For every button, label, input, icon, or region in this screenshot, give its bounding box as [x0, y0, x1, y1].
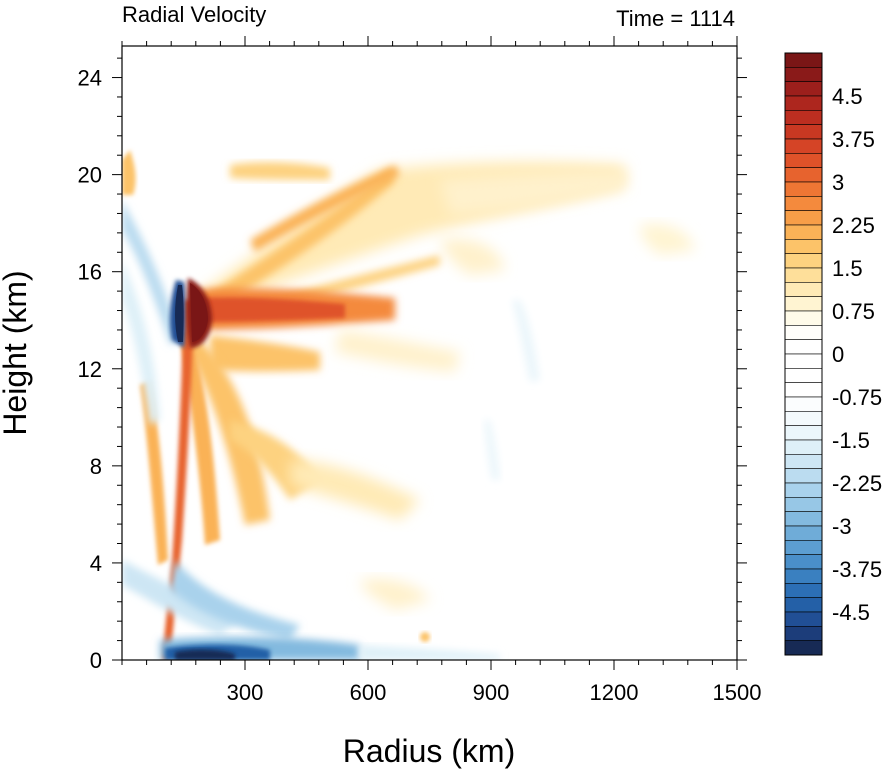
colorbar-box [784, 282, 823, 297]
colorbar-box [784, 81, 823, 97]
colorbar-box [784, 525, 823, 541]
x-tick-label: 1200 [590, 680, 639, 705]
colorbar-box [784, 296, 823, 312]
colorbar-box [784, 511, 823, 527]
colorbar-box [784, 196, 823, 211]
colorbar-box [784, 110, 823, 125]
y-tick-label: 4 [90, 551, 102, 576]
colorbar-tick-label: -3.75 [832, 557, 882, 582]
colorbar-box [784, 439, 823, 455]
colorbar-box [784, 425, 823, 441]
colorbar-box [784, 224, 823, 240]
colorbar-box [784, 554, 823, 570]
colorbar-box [784, 95, 823, 111]
x-tick-label: 600 [350, 680, 387, 705]
colorbar-frame [784, 52, 823, 656]
colorbar-tick-label: 3.75 [832, 127, 875, 152]
colorbar-box [784, 626, 823, 641]
colorbar-tick-label: 3 [832, 170, 844, 195]
time-label: Time = 1114 [616, 6, 735, 31]
colorbar-box [784, 310, 823, 326]
colorbar-box [784, 382, 823, 398]
colorbar-box [784, 568, 823, 584]
colorbar-box [784, 482, 823, 498]
colorbar-tick-label: 0 [832, 342, 844, 367]
y-tick-label: 12 [78, 357, 102, 382]
colorbar-box [784, 583, 823, 598]
colorbar-tick-label: -4.5 [832, 600, 870, 625]
velocity-field [122, 150, 695, 660]
colorbar-tick-label: -1.5 [832, 428, 870, 453]
x-axis-label: Radius (km) [343, 733, 515, 769]
colorbar-box [784, 640, 823, 656]
colorbar-tick-label: 0.75 [832, 299, 875, 324]
colorbar-box [784, 339, 823, 355]
chart-title: Radial Velocity [122, 2, 266, 27]
y-tick-label: 20 [78, 163, 102, 188]
colorbar-box [784, 138, 823, 154]
y-axis-label: Height (km) [0, 270, 33, 435]
colorbar-box [784, 540, 823, 555]
colorbar-box [784, 353, 823, 369]
colorbar: 4.5 3.75 3 2.25 1.5 0.75 0 -0.75 -1.5 -2.25 -3 -3.7… [784, 52, 882, 656]
colorbar-box [784, 497, 823, 512]
colorbar-box [784, 411, 823, 426]
colorbar-tick-label: 1.5 [832, 256, 863, 281]
colorbar-box [784, 167, 823, 183]
x-tick-label: 900 [473, 680, 510, 705]
plot-frame [121, 45, 738, 661]
colorbar-box [784, 325, 823, 340]
colorbar-box [784, 124, 823, 140]
colorbar-box [784, 597, 823, 613]
x-tick-label: 1500 [713, 680, 762, 705]
colorbar-box [784, 454, 823, 469]
colorbar-box [784, 67, 823, 82]
colorbar-tick-label: -2.25 [832, 471, 882, 496]
colorbar-box [784, 52, 823, 68]
colorbar-box [784, 267, 823, 283]
colorbar-box [784, 253, 823, 269]
colorbar-tick-label: -0.75 [832, 385, 882, 410]
colorbar-box [784, 153, 823, 168]
colorbar-tick-label: 2.25 [832, 213, 875, 238]
colorbar-tick-label: -3 [832, 514, 852, 539]
colorbar-box [784, 210, 823, 226]
y-tick-label: 24 [78, 66, 102, 91]
y-tick-label: 16 [78, 260, 102, 285]
x-tick-label: 300 [227, 680, 264, 705]
colorbar-box [784, 468, 823, 484]
colorbar-box [784, 611, 823, 627]
y-tick-label: 8 [90, 454, 102, 479]
y-tick-label: 0 [90, 648, 102, 673]
colorbar-box [784, 181, 823, 197]
colorbar-tick-label: 4.5 [832, 84, 863, 109]
colorbar-box [784, 396, 823, 412]
plot-axes: 300 600 900 1200 1500 0 4 8 12 16 20 24 [78, 36, 762, 705]
colorbar-box [784, 368, 823, 383]
colorbar-box [784, 239, 823, 254]
